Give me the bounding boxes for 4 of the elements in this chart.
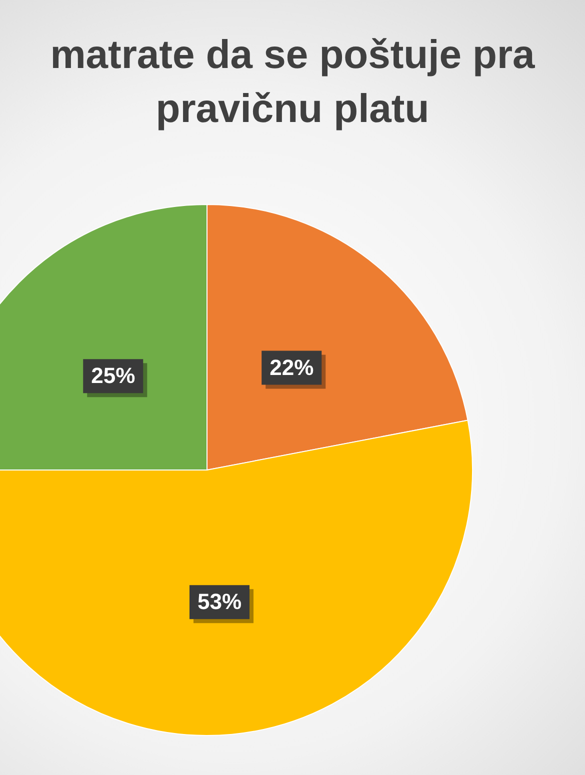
chart-title: matrate da se poštuje pra pravičnu platu	[49, 32, 536, 133]
data-label: 25%	[91, 363, 136, 388]
data-label: 22%	[270, 354, 314, 380]
data-label: 53%	[197, 589, 242, 614]
